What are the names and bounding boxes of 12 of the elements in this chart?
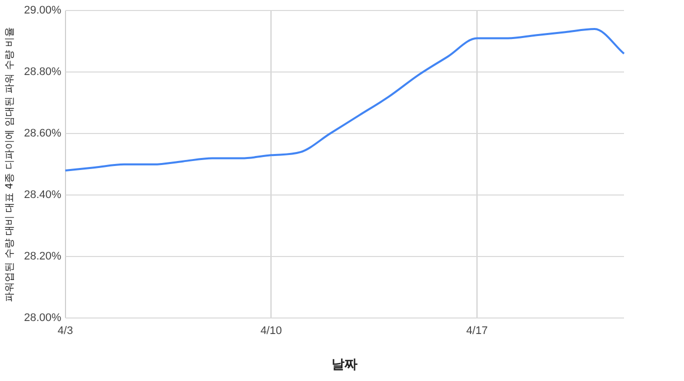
y-tick-label: 28.60% (24, 128, 62, 140)
y-tick-label: 28.00% (24, 312, 62, 324)
y-tick-label: 28.40% (24, 189, 62, 202)
line-series (64, 28, 625, 172)
y-tick-label: 28.20% (24, 250, 62, 263)
y-axis-title: 파워업된 수량 대비 대표 4종 디파이에 임대된 파워 수량 비율 (4, 26, 16, 302)
y-tick-label: 28.80% (24, 66, 62, 78)
y-tick-label: 29.00% (24, 4, 62, 17)
x-axis-title: 날짜 (332, 358, 358, 373)
x-tick-label: 4/3 (58, 324, 73, 337)
x-tick-label: 4/17 (466, 324, 488, 337)
x-tick-label: 4/10 (260, 324, 282, 337)
